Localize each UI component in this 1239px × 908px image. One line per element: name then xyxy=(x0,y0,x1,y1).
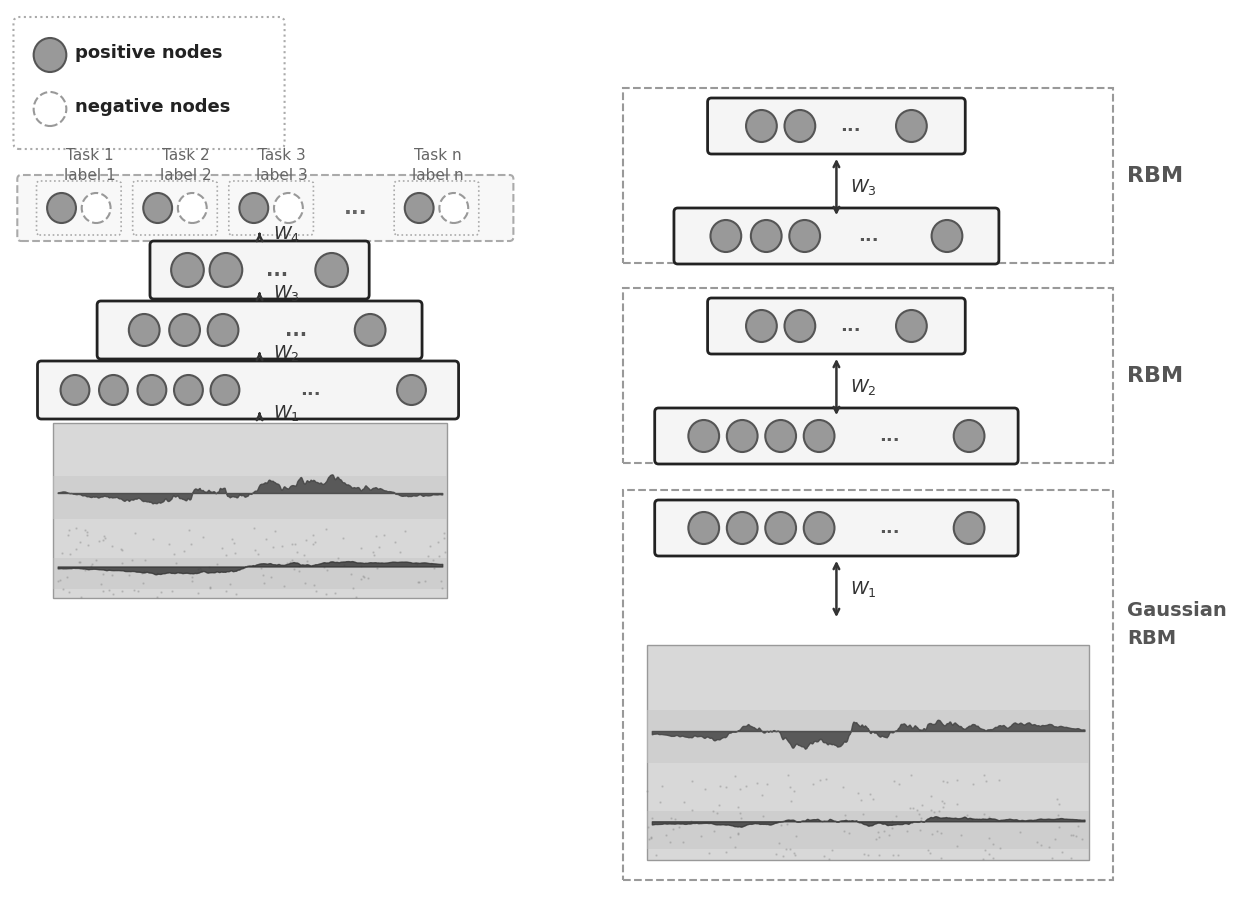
Text: negative nodes: negative nodes xyxy=(76,98,230,116)
FancyBboxPatch shape xyxy=(17,175,513,241)
Bar xyxy=(623,288,1114,463)
Circle shape xyxy=(396,375,426,405)
Circle shape xyxy=(746,110,777,142)
Text: $W_4$: $W_4$ xyxy=(273,223,300,243)
Circle shape xyxy=(129,314,160,346)
FancyBboxPatch shape xyxy=(674,208,999,264)
Text: Task 1: Task 1 xyxy=(66,147,113,163)
FancyBboxPatch shape xyxy=(707,98,965,154)
Circle shape xyxy=(211,375,239,405)
Circle shape xyxy=(766,512,795,544)
Circle shape xyxy=(61,375,89,405)
Circle shape xyxy=(178,193,207,223)
Text: ...: ... xyxy=(878,427,900,445)
Text: label 3: label 3 xyxy=(255,167,307,183)
Circle shape xyxy=(170,314,199,346)
Bar xyxy=(647,811,1089,849)
Circle shape xyxy=(173,375,203,405)
Text: $W_1$: $W_1$ xyxy=(273,403,300,423)
Text: $W_2$: $W_2$ xyxy=(850,377,876,397)
Circle shape xyxy=(171,253,204,287)
Circle shape xyxy=(47,193,76,223)
Text: ...: ... xyxy=(266,261,287,280)
Circle shape xyxy=(82,193,110,223)
Circle shape xyxy=(710,220,741,252)
Text: ...: ... xyxy=(300,381,321,399)
Circle shape xyxy=(33,38,67,72)
Circle shape xyxy=(784,110,815,142)
Circle shape xyxy=(896,310,927,342)
Circle shape xyxy=(209,253,243,287)
Text: Gaussian
RBM: Gaussian RBM xyxy=(1126,601,1227,648)
Text: $W_2$: $W_2$ xyxy=(273,343,300,363)
FancyBboxPatch shape xyxy=(14,17,285,149)
Circle shape xyxy=(789,220,820,252)
Circle shape xyxy=(239,193,268,223)
Bar xyxy=(647,645,1089,860)
FancyBboxPatch shape xyxy=(97,301,422,359)
Bar xyxy=(623,88,1114,263)
Circle shape xyxy=(99,375,128,405)
Circle shape xyxy=(274,193,302,223)
Circle shape xyxy=(440,193,468,223)
Circle shape xyxy=(746,310,777,342)
Circle shape xyxy=(766,420,795,452)
Text: Task 2: Task 2 xyxy=(162,147,209,163)
Circle shape xyxy=(804,512,835,544)
Circle shape xyxy=(932,220,963,252)
Circle shape xyxy=(689,512,719,544)
Text: ...: ... xyxy=(857,227,878,245)
Text: ...: ... xyxy=(840,117,861,135)
Text: ...: ... xyxy=(344,198,368,218)
Circle shape xyxy=(751,220,782,252)
Circle shape xyxy=(405,193,434,223)
FancyBboxPatch shape xyxy=(654,500,1018,556)
Circle shape xyxy=(954,420,985,452)
Circle shape xyxy=(727,420,757,452)
Circle shape xyxy=(896,110,927,142)
Text: positive nodes: positive nodes xyxy=(76,44,223,62)
Text: label 2: label 2 xyxy=(160,167,212,183)
Circle shape xyxy=(727,512,757,544)
Circle shape xyxy=(316,253,348,287)
Text: ...: ... xyxy=(878,519,900,537)
Text: ...: ... xyxy=(285,321,307,340)
Circle shape xyxy=(804,420,835,452)
FancyBboxPatch shape xyxy=(654,408,1018,464)
Text: $W_3$: $W_3$ xyxy=(850,177,877,197)
Circle shape xyxy=(208,314,238,346)
FancyBboxPatch shape xyxy=(37,361,458,419)
Text: label n: label n xyxy=(411,167,463,183)
Text: $W_3$: $W_3$ xyxy=(273,283,300,303)
Text: RBM: RBM xyxy=(1126,366,1183,386)
Bar xyxy=(647,709,1089,764)
Text: ...: ... xyxy=(840,317,861,335)
Bar xyxy=(53,423,447,598)
Bar xyxy=(53,558,447,589)
Text: RBM: RBM xyxy=(1126,165,1183,185)
FancyBboxPatch shape xyxy=(150,241,369,299)
Circle shape xyxy=(689,420,719,452)
Text: $W_1$: $W_1$ xyxy=(850,579,876,599)
Circle shape xyxy=(138,375,166,405)
Circle shape xyxy=(954,512,985,544)
Text: Task n: Task n xyxy=(414,147,461,163)
Circle shape xyxy=(33,92,67,126)
Circle shape xyxy=(144,193,172,223)
Bar xyxy=(53,476,447,519)
Text: Task 3: Task 3 xyxy=(258,147,306,163)
FancyBboxPatch shape xyxy=(707,298,965,354)
Circle shape xyxy=(354,314,385,346)
Bar xyxy=(623,490,1114,880)
Text: label 1: label 1 xyxy=(63,167,115,183)
Circle shape xyxy=(784,310,815,342)
